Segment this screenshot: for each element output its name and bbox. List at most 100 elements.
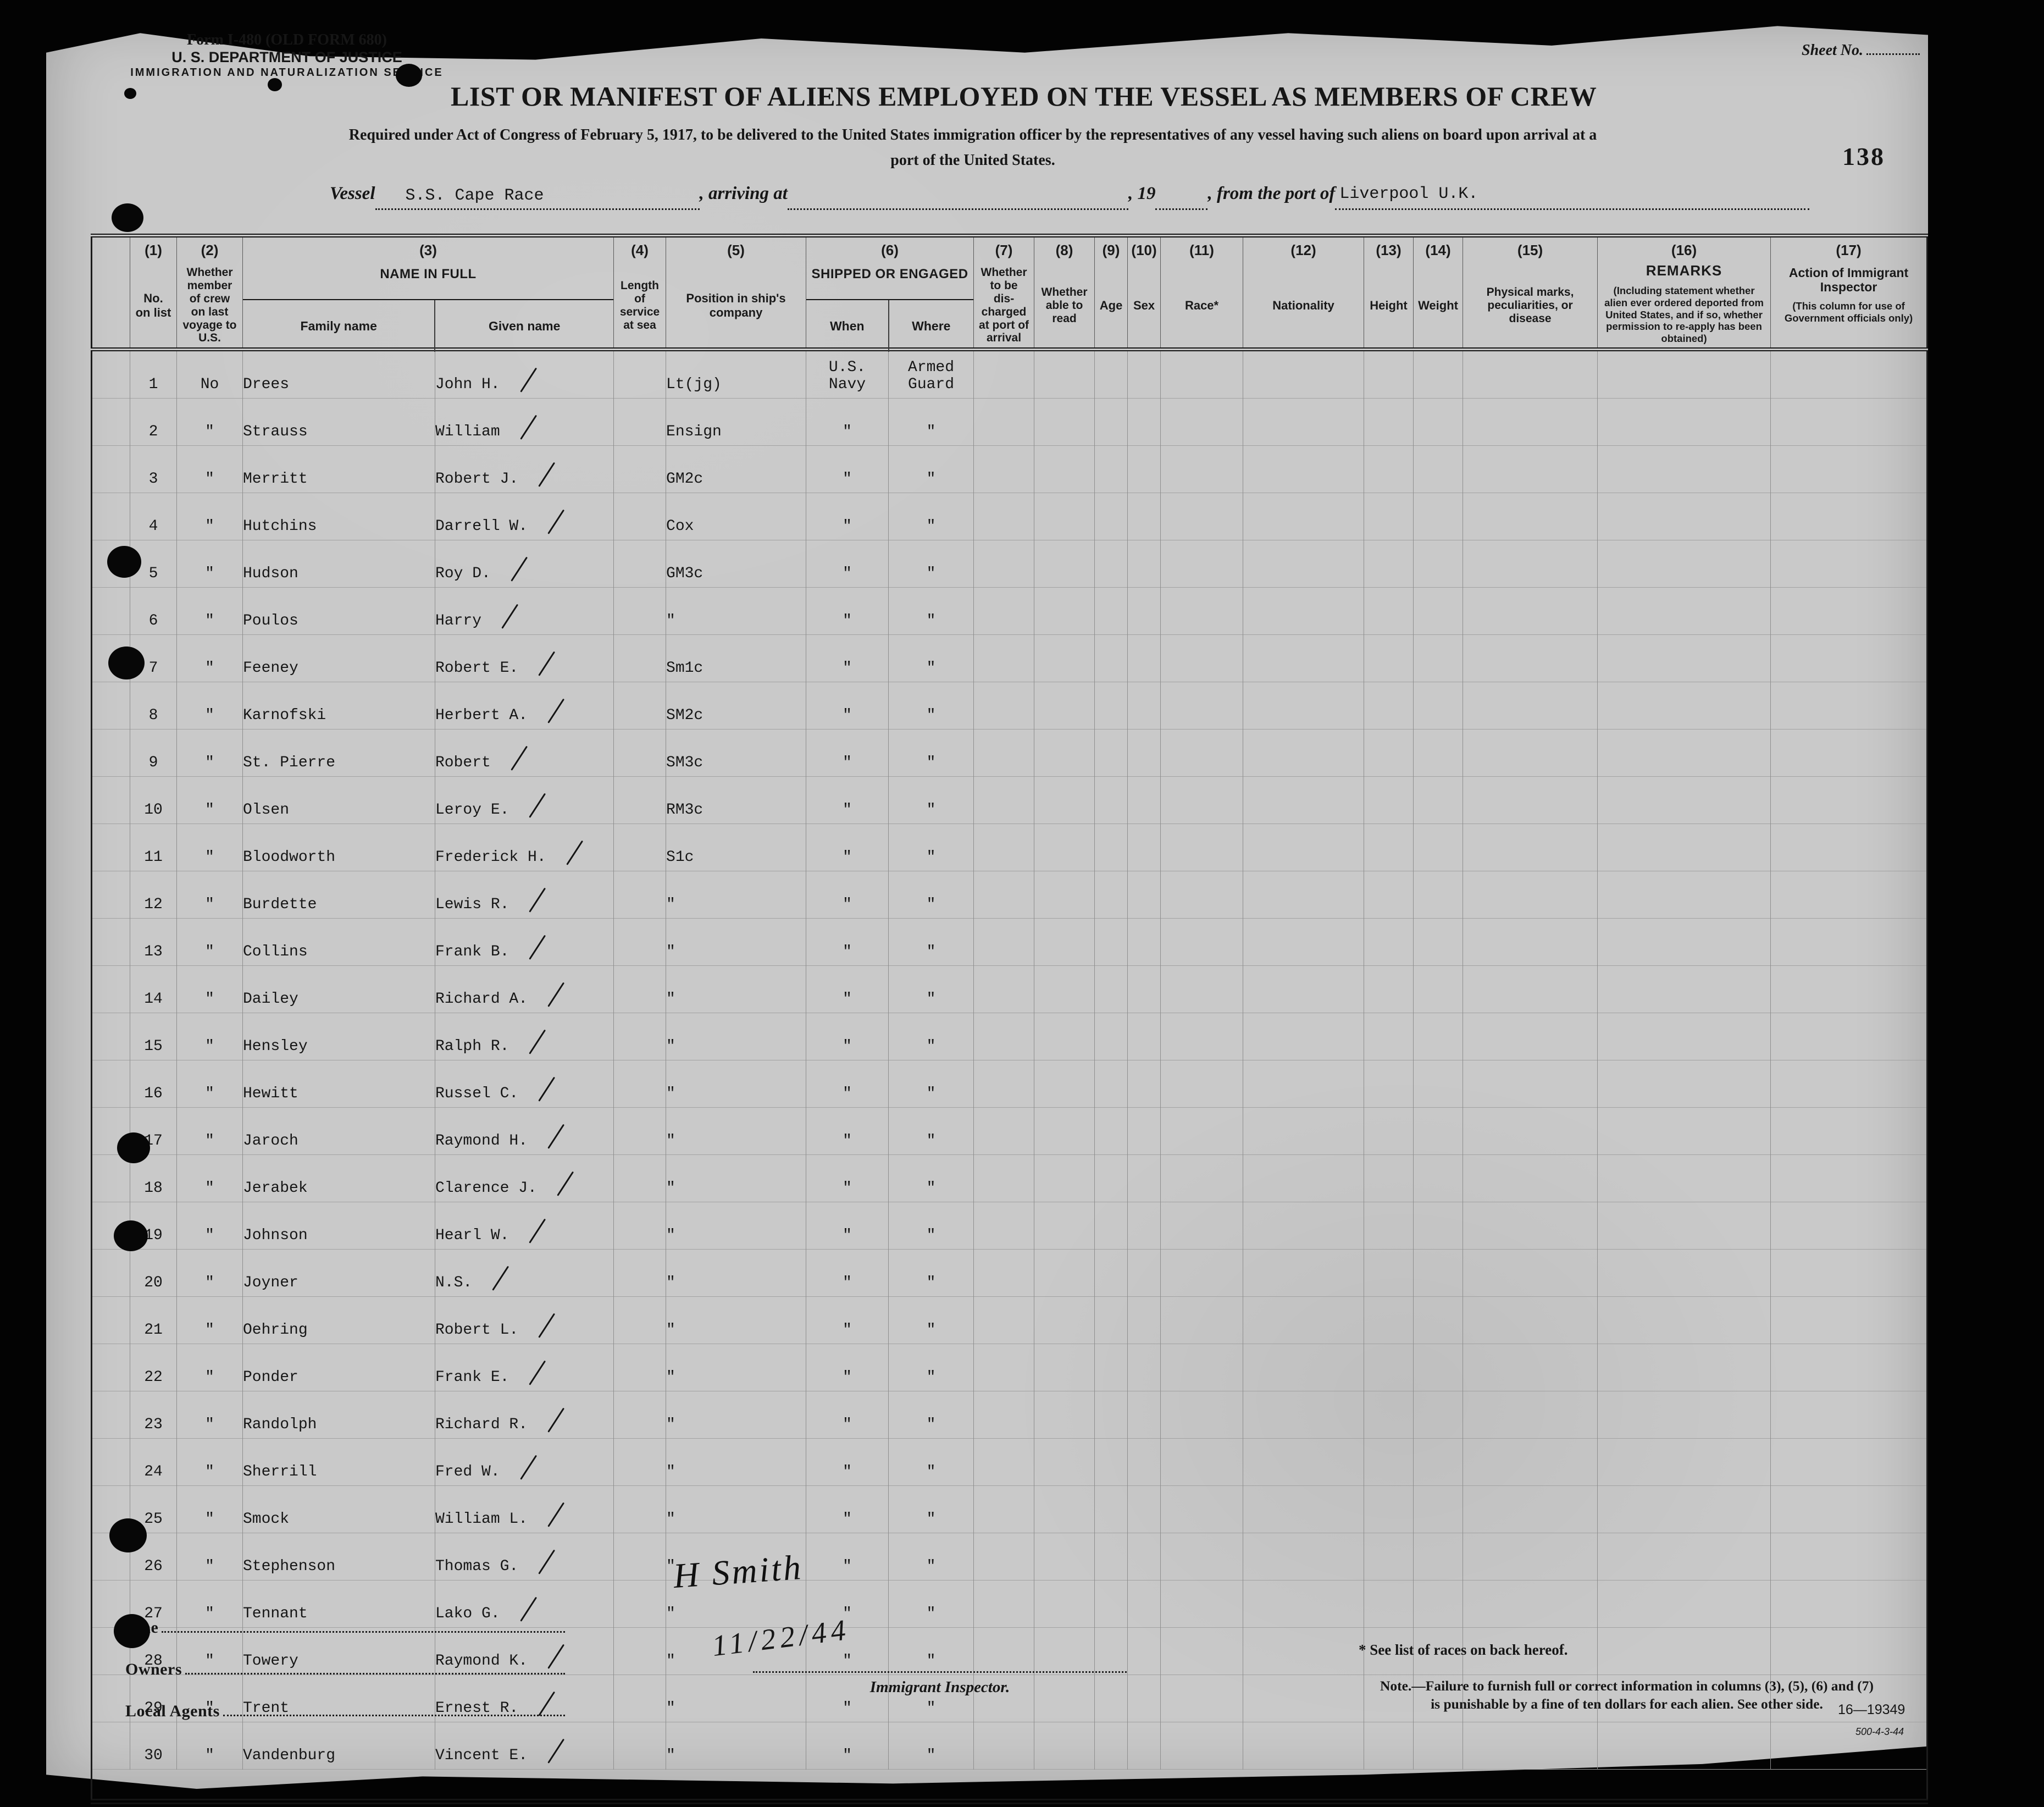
cell-discharged: [973, 1060, 1035, 1108]
header-gutter: [91, 235, 130, 352]
table-row: 26 " Stephenson Thomas G. " " ": [91, 1533, 1928, 1581]
cell-height: [1364, 1580, 1414, 1628]
header-shipped-or-engaged: (6) SHIPPED OR ENGAGED When Where: [806, 235, 974, 352]
table-row: 15 " Hensley Ralph R. " " ": [91, 1013, 1928, 1060]
given-name-text: Robert L.: [435, 1322, 519, 1339]
cell-member: ": [176, 1249, 243, 1297]
cell-no: 10: [130, 776, 177, 824]
check-mark: [547, 982, 565, 1007]
cell-discharged: [973, 1107, 1035, 1155]
cell-given: Fred W.: [435, 1438, 614, 1486]
cell-where: ": [888, 1675, 974, 1722]
cell-nationality: [1243, 540, 1365, 588]
check-mark: [538, 462, 556, 487]
sheet-no-field: Sheet No.: [1802, 42, 1920, 59]
cell-remarks: [1597, 1107, 1771, 1155]
cell-height: [1364, 445, 1414, 493]
cell-member: ": [176, 1533, 243, 1581]
check-mark: [529, 935, 546, 960]
cell-length: [613, 1249, 667, 1297]
owners-label: Owners: [125, 1660, 182, 1678]
cell-nationality: [1243, 1722, 1365, 1770]
cell-marks: [1463, 1202, 1598, 1250]
check-mark: [566, 840, 583, 865]
cell-height: [1364, 1438, 1414, 1486]
cell-height: [1364, 1060, 1414, 1108]
cell-member: ": [176, 398, 243, 446]
cell-remarks: [1597, 349, 1771, 399]
penalty-note-line2: is punishable by a fine of ten dollars f…: [1431, 1696, 1823, 1712]
cell-member: ": [176, 1107, 243, 1155]
cell-position: ": [666, 1580, 807, 1628]
cell-race: [1160, 918, 1244, 966]
cell-given: William: [435, 398, 614, 446]
cell-discharged: [973, 824, 1035, 871]
cell-height: [1364, 540, 1414, 588]
cell-length: [613, 398, 667, 446]
cell-given: Herbert A.: [435, 682, 614, 730]
cell-sex: [1127, 398, 1161, 446]
cell-marks: [1463, 1060, 1598, 1108]
cell-marks: [1463, 1580, 1598, 1628]
table-row: 1 No Drees John H. Lt(jg) U.S. Navy Armed Guar…: [91, 349, 1928, 399]
check-mark: [547, 698, 565, 723]
cell-action: [1770, 1060, 1928, 1108]
cell-weight: [1413, 729, 1464, 777]
cell-marks: [1463, 1013, 1598, 1060]
cell-read: [1034, 1485, 1095, 1533]
given-name-text: Leroy E.: [435, 802, 509, 819]
cell-weight: [1413, 587, 1464, 635]
cell-weight: [1413, 918, 1464, 966]
cell-marks: [1463, 918, 1598, 966]
cell-position: ": [666, 965, 807, 1013]
cell-height: [1364, 729, 1414, 777]
cell-remarks: [1597, 1249, 1771, 1297]
header-sex: (10) Sex: [1127, 235, 1161, 352]
cell-family: Johnson: [242, 1202, 435, 1250]
cell-member: ": [176, 1485, 243, 1533]
cell-no: 6: [130, 587, 177, 635]
cell-discharged: [973, 1013, 1035, 1060]
cell-sex: [1127, 1722, 1161, 1770]
cell-length: [613, 445, 667, 493]
table-row: 30 " Vandenburg Vincent E. " " ": [91, 1722, 1928, 1770]
cell-action: [1770, 445, 1928, 493]
cell-race: [1160, 540, 1244, 588]
header-physical-marks: (15) Physical marks, peculiarities, or d…: [1463, 235, 1598, 352]
cell-given: Russel C.: [435, 1060, 614, 1108]
check-mark: [547, 1738, 565, 1764]
cell-discharged: [973, 587, 1035, 635]
cell-action: [1770, 1722, 1928, 1770]
cell-family: Hutchins: [242, 493, 435, 540]
cell-discharged: [973, 776, 1035, 824]
cell-age: [1094, 493, 1128, 540]
cell-when: ": [806, 965, 889, 1013]
cell-discharged: [973, 1580, 1035, 1628]
cell-weight: [1413, 1627, 1464, 1675]
cell-remarks: [1597, 1202, 1771, 1250]
cell-nationality: [1243, 587, 1365, 635]
cell-race: [1160, 1107, 1244, 1155]
cell-remarks: [1597, 1344, 1771, 1391]
cell-sex: [1127, 776, 1161, 824]
check-mark: [501, 604, 519, 629]
cell-age: [1094, 1154, 1128, 1202]
cell-marks: [1463, 1533, 1598, 1581]
header-race: (11) Race*: [1160, 235, 1244, 352]
cell-weight: [1413, 1344, 1464, 1391]
cell-height: [1364, 398, 1414, 446]
cell-where: ": [888, 445, 974, 493]
cell-family: Trent: [242, 1675, 435, 1722]
cell-when: ": [806, 1060, 889, 1108]
header-age: (9) Age: [1094, 235, 1128, 352]
given-name-text: Roy D.: [435, 565, 491, 583]
given-name-text: Raymond H.: [435, 1132, 528, 1150]
cell-position: ": [666, 1485, 807, 1533]
cell-race: [1160, 1060, 1244, 1108]
cell-where: ": [888, 1344, 974, 1391]
cell-race: [1160, 1438, 1244, 1486]
cell-family: Vandenburg: [242, 1722, 435, 1770]
cell-race: [1160, 729, 1244, 777]
cell-gutter: [91, 965, 130, 1013]
